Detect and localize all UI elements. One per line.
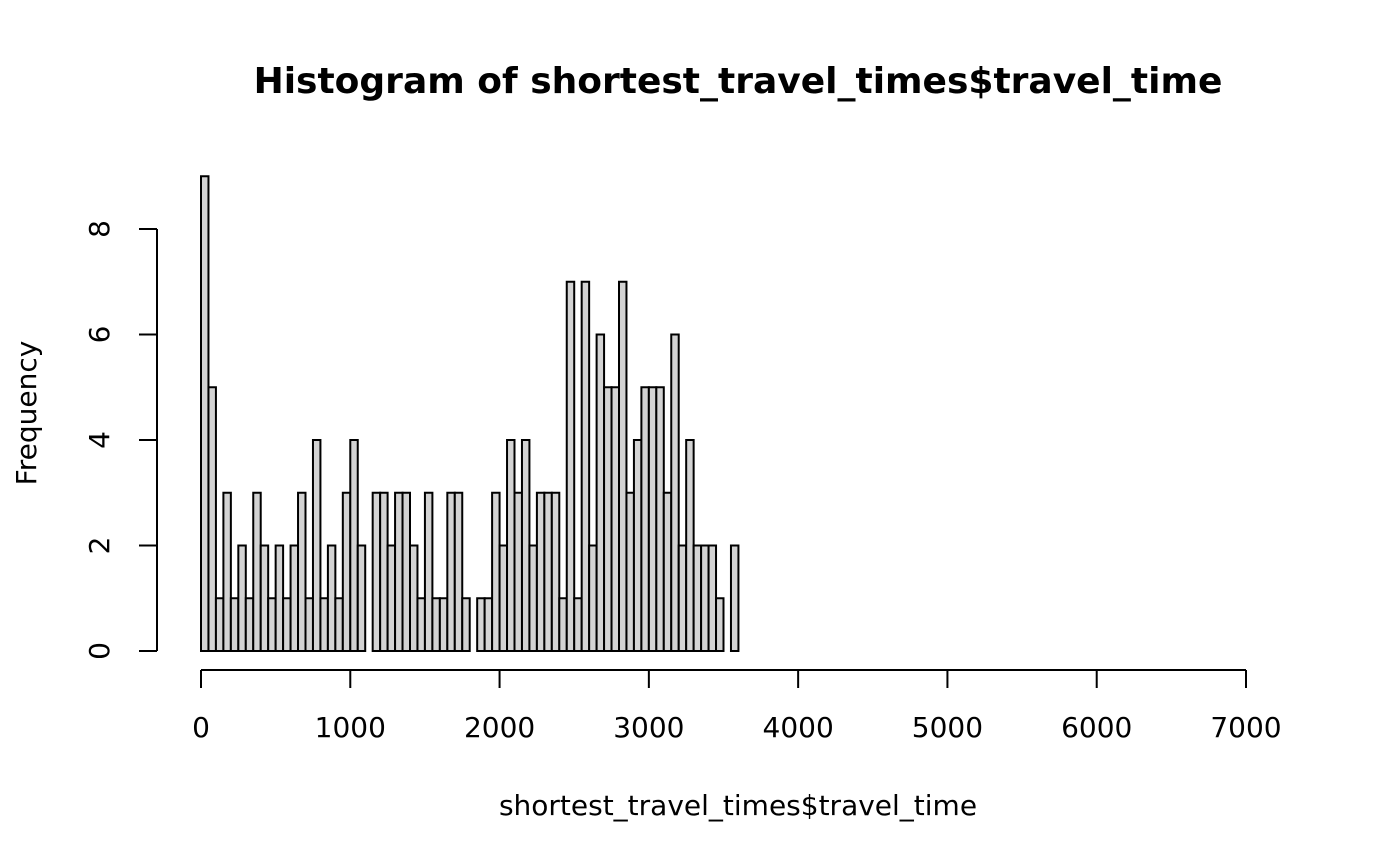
histogram-bar — [610, 386, 620, 652]
histogram-bar — [244, 597, 255, 652]
histogram-bar — [423, 491, 434, 652]
histogram-bar — [222, 491, 232, 652]
histogram-bar — [394, 491, 404, 652]
histogram-bar — [573, 597, 583, 652]
histogram-bar — [461, 597, 471, 652]
histogram-bar — [655, 386, 665, 652]
histogram-bar — [289, 544, 300, 652]
x-tick-label: 2000 — [464, 711, 535, 744]
x-tick-label: 4000 — [763, 711, 834, 744]
histogram-bar — [416, 597, 426, 652]
histogram-bar — [729, 544, 740, 652]
histogram-bar — [207, 386, 217, 652]
histogram-bar — [595, 333, 606, 652]
histogram-bar — [580, 280, 591, 652]
y-tick-label: 2 — [83, 537, 116, 555]
y-axis: 0 2 4 6 8 — [83, 220, 158, 660]
histogram-bar — [282, 597, 292, 652]
histogram-bar — [535, 491, 546, 652]
x-tick-label: 6000 — [1061, 711, 1132, 744]
histogram-bar — [520, 439, 531, 652]
histogram-bar — [252, 491, 262, 652]
histogram-bar — [379, 491, 389, 652]
histogram-bar — [483, 597, 494, 652]
x-axis: 0 1000 2000 3000 4000 5000 6000 7000 — [192, 669, 1282, 744]
histogram-bar — [685, 439, 695, 652]
histogram-bar — [543, 491, 553, 652]
histogram-bar — [640, 386, 650, 652]
histogram-bar — [326, 544, 337, 652]
histogram-bar — [632, 439, 643, 652]
histogram-bar — [446, 491, 456, 652]
histogram-bar — [409, 544, 419, 652]
histogram-bar — [453, 491, 464, 652]
histogram-bar — [528, 544, 538, 652]
histogram-bar — [677, 544, 688, 652]
histogram-bar — [625, 491, 635, 652]
histogram-bar — [438, 597, 449, 652]
histogram-bar — [349, 439, 359, 652]
histogram-bar — [297, 491, 307, 652]
histogram-bar — [700, 544, 710, 652]
histogram-bar — [274, 544, 285, 652]
histogram-bar — [259, 544, 270, 652]
histogram-bar — [229, 597, 240, 652]
y-tick-label: 4 — [83, 431, 116, 449]
histogram-bar — [498, 544, 509, 652]
y-axis-label: Frequency — [10, 341, 43, 486]
histogram-bar — [371, 491, 382, 652]
histogram-bar — [618, 280, 628, 652]
histogram-bar — [341, 491, 352, 652]
x-tick-label: 3000 — [613, 711, 684, 744]
histogram-bar — [476, 597, 486, 652]
histogram-bar — [692, 544, 703, 652]
histogram-bar — [707, 544, 718, 652]
histogram-bar — [214, 597, 225, 652]
histogram-bar — [603, 386, 613, 652]
histogram-bar — [662, 491, 673, 652]
x-axis-label: shortest_travel_times$travel_time — [499, 789, 977, 822]
histogram-bar — [715, 597, 725, 652]
histogram-bar — [267, 597, 277, 652]
histogram-bar — [506, 439, 516, 652]
x-tick-label: 5000 — [912, 711, 983, 744]
chart-title: Histogram of shortest_travel_times$trave… — [254, 61, 1223, 102]
histogram-bar — [401, 491, 411, 652]
histogram-bar — [670, 333, 680, 652]
histogram-bar — [200, 175, 210, 652]
histogram-bar — [491, 491, 501, 652]
x-tick-label: 7000 — [1210, 711, 1281, 744]
histogram-bar — [647, 386, 658, 652]
histogram-bar — [334, 597, 344, 652]
x-tick-label: 1000 — [315, 711, 386, 744]
x-tick-label: 0 — [192, 711, 210, 744]
y-tick-label: 0 — [83, 642, 116, 660]
histogram-bar — [237, 544, 247, 652]
histogram-bar — [565, 280, 576, 652]
histogram-bar — [319, 597, 329, 652]
histogram-bar — [550, 491, 561, 652]
bars-group — [200, 175, 740, 652]
y-tick-label: 8 — [83, 220, 116, 238]
histogram-bar — [558, 597, 568, 652]
histogram-bar — [513, 491, 523, 652]
histogram-bar — [386, 544, 397, 652]
y-tick-label: 6 — [83, 326, 116, 344]
histogram-bar — [304, 597, 314, 652]
histogram-bar — [311, 439, 322, 652]
histogram-bar — [356, 544, 367, 652]
histogram-bar — [588, 544, 598, 652]
histogram-bar — [431, 597, 441, 652]
